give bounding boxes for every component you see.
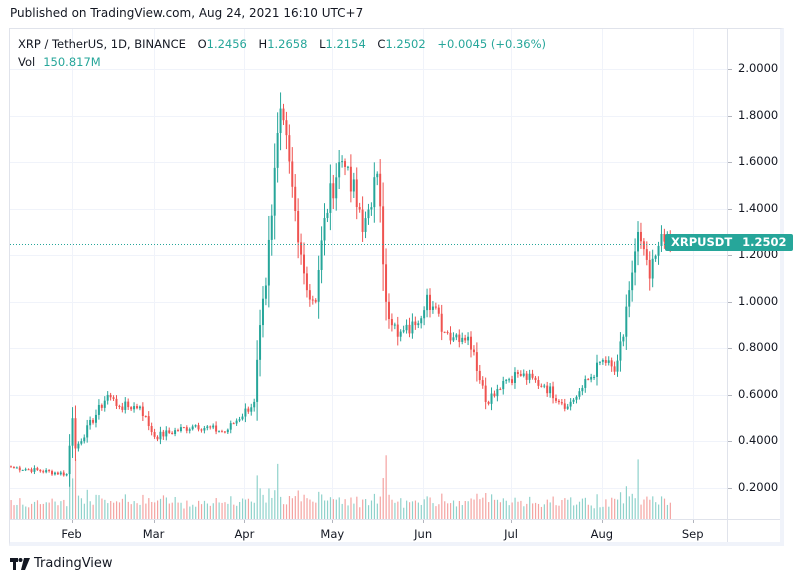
- price-tick-label: 0.2000: [738, 480, 779, 495]
- last-price-tag: XRPUSDT 1.2502: [665, 234, 793, 251]
- high-label: H: [258, 37, 268, 51]
- high-value: 1.2658: [267, 37, 308, 51]
- time-tick-label: Apr: [234, 527, 255, 541]
- ohlc-row: XRP / TetherUS, 1D, BINANCE O1.2456 H1.2…: [18, 35, 546, 53]
- published-caption: Published on TradingView.com, Aug 24, 20…: [10, 6, 364, 20]
- tradingview-brand: TradingView: [34, 556, 113, 571]
- candles: [10, 92, 672, 487]
- tradingview-logo-icon: [10, 557, 30, 570]
- volume-label[interactable]: Vol: [18, 55, 36, 69]
- price-tick-label: 0.6000: [738, 386, 779, 401]
- low-label: L: [319, 37, 326, 51]
- open-label: O: [197, 37, 207, 51]
- price-tick-label: 0.4000: [738, 433, 779, 448]
- time-tick-label: Jun: [414, 527, 433, 541]
- chart-frame[interactable]: [9, 28, 784, 546]
- time-tick-label: May: [320, 527, 345, 541]
- last-price-symbol: XRPUSDT: [671, 235, 733, 249]
- time-tick-label: Aug: [590, 527, 614, 541]
- time-tick-label: Jul: [504, 527, 518, 541]
- close-value: 1.2502: [385, 37, 426, 51]
- open-value: 1.2456: [206, 37, 247, 51]
- price-tick-label: 1.4000: [738, 200, 779, 215]
- volume-row: Vol 150.817M: [18, 53, 546, 71]
- close-label: C: [377, 37, 386, 51]
- tradingview-footer: TradingView: [10, 556, 113, 571]
- change-value: +0.0045 (+0.36%): [437, 37, 547, 51]
- time-tick-label: Mar: [142, 527, 165, 541]
- volume-value: 150.817M: [43, 55, 101, 69]
- price-tick-label: 1.8000: [738, 107, 779, 122]
- price-tick-label: 0.8000: [738, 340, 779, 355]
- low-value: 1.2154: [325, 37, 366, 51]
- series-legend: XRP / TetherUS, 1D, BINANCE O1.2456 H1.2…: [18, 35, 546, 71]
- price-tick-label: 2.0000: [738, 61, 779, 75]
- time-tick-label: Feb: [61, 527, 82, 541]
- volume-bars: [10, 455, 671, 519]
- time-tick-label: Sep: [681, 527, 704, 541]
- price-tick-label: 1.6000: [738, 154, 779, 169]
- symbol-title[interactable]: XRP / TetherUS, 1D, BINANCE: [18, 37, 186, 51]
- price-tick-label: 1.0000: [738, 293, 779, 308]
- last-price-value: 1.2502: [742, 235, 787, 249]
